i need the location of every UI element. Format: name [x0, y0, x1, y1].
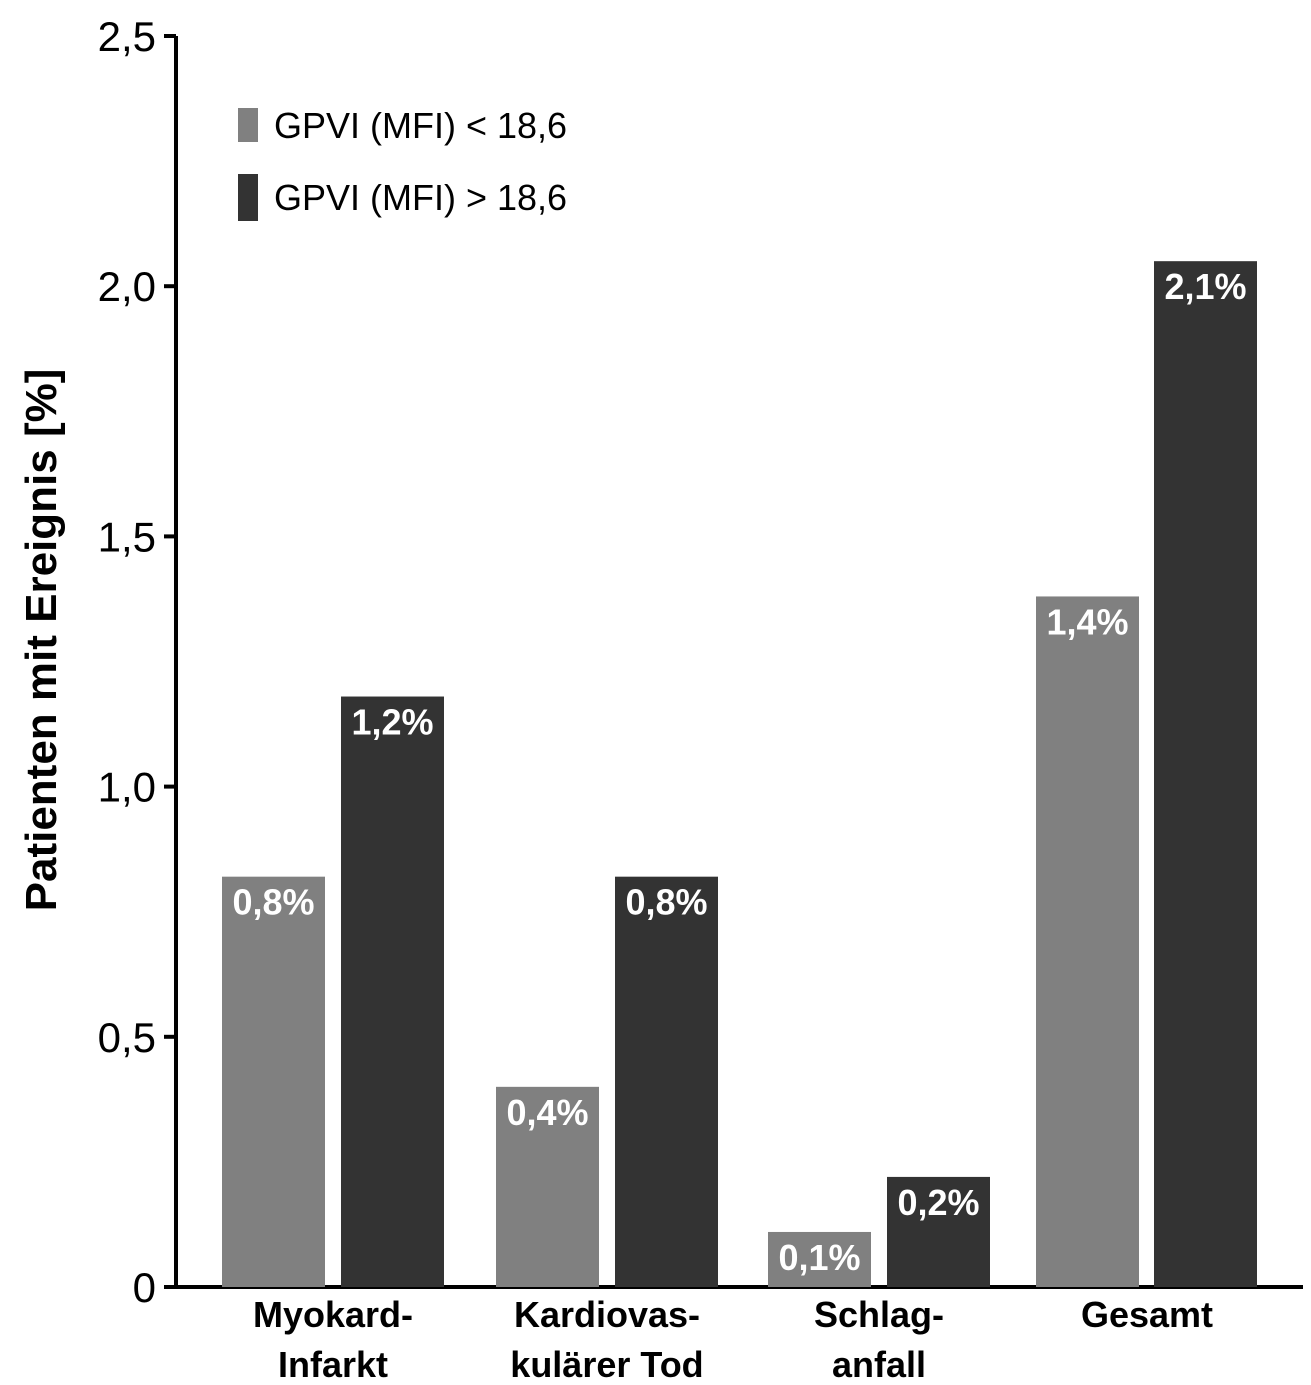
bars: 0,8% 0,4% 0,1% 1,4% 1,2% 0,8% 0,2% 2,1%	[222, 261, 1257, 1288]
bar-data-label: 0,1%	[778, 1237, 860, 1278]
bar-high	[887, 1176, 990, 1287]
y-ticks: 0 0,5 1,0 1,5 2,0 2,5	[98, 13, 176, 1311]
y-tick-label: 0	[133, 1264, 156, 1311]
legend-label: GPVI (MFI) > 18,6	[274, 177, 567, 218]
legend-label: GPVI (MFI) < 18,6	[274, 105, 567, 146]
y-tick-label: 2,5	[98, 13, 156, 60]
legend-swatch	[238, 108, 258, 142]
bar-data-label: 2,1%	[1164, 266, 1246, 307]
category-label: Kardiovas-	[514, 1294, 700, 1335]
bar-data-label: 0,2%	[897, 1182, 979, 1223]
bar-data-label: 0,8%	[232, 882, 314, 923]
bar-low	[222, 876, 325, 1287]
bar-data-label: 1,2%	[351, 702, 433, 743]
bar-data-label: 0,8%	[625, 882, 707, 923]
legend-swatch	[238, 174, 258, 221]
y-tick-label: 2,0	[98, 263, 156, 310]
bar-high	[1154, 261, 1257, 1288]
category-label: Gesamt	[1081, 1294, 1213, 1335]
bar-low	[768, 1231, 871, 1287]
bar-high	[341, 696, 444, 1287]
y-tick-label: 1,0	[98, 764, 156, 811]
category-label: kulärer Tod	[510, 1344, 703, 1385]
bar-data-label: 0,4%	[506, 1092, 588, 1133]
bar-low	[496, 1086, 599, 1287]
category-label: anfall	[832, 1344, 926, 1385]
y-axis-label-group: Patienten mit Ereignis [%]	[17, 369, 66, 912]
y-axis-label: Patienten mit Ereignis [%]	[17, 369, 66, 912]
bar-data-label: 1,4%	[1046, 601, 1128, 642]
legend: GPVI (MFI) < 18,6 GPVI (MFI) > 18,6	[238, 105, 567, 221]
y-tick-label: 1,5	[98, 513, 156, 560]
category-label: Schlag-	[814, 1294, 944, 1335]
category-labels: Myokard- Infarkt Kardiovas-kulärer Tod Schl…	[253, 1294, 1213, 1385]
bar-high	[615, 876, 718, 1287]
category-label: Infarkt	[278, 1344, 388, 1385]
y-tick-label: 0,5	[98, 1014, 156, 1061]
category-label: Myokard-	[253, 1294, 413, 1335]
bar-low	[1036, 596, 1139, 1287]
